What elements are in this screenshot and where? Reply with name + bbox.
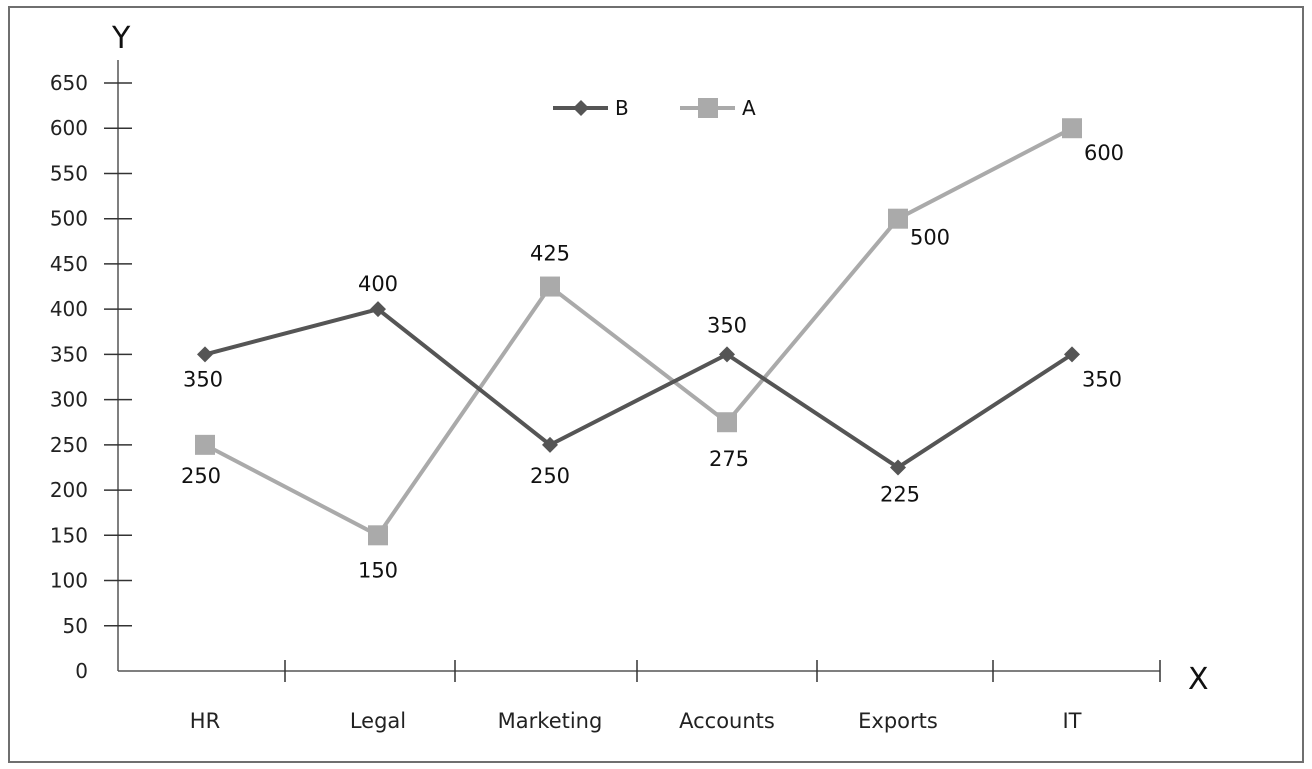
y-tick-label: 200 [50,478,88,502]
x-tick-label: Accounts [679,709,775,733]
data-point-A [1062,118,1082,139]
x-tick-label: Exports [858,709,938,733]
legend-label: B [615,96,629,120]
y-tick-label: 250 [50,433,88,457]
data-label-A: 500 [910,226,950,250]
data-label-B: 350 [183,367,223,391]
data-point-B [719,346,735,363]
y-tick-label: 300 [50,388,88,412]
data-point-B [1064,346,1080,363]
legend-label: A [742,96,756,120]
data-point-A [368,525,388,546]
data-label-A: 275 [709,447,749,471]
legend-marker-B [573,100,589,116]
data-point-A [540,276,560,297]
y-tick-label: 150 [50,523,88,547]
x-tick-label: IT [1062,709,1081,733]
data-point-B [197,346,213,363]
y-tick-label: 400 [50,297,88,321]
x-axis-title: X [1188,662,1209,697]
data-label-B: 350 [707,313,747,337]
series-layer: 250 150 425 275 500 600 350 400 250 350 225 350 [181,118,1124,582]
y-tick-label: 450 [50,252,88,276]
x-tick-label: Marketing [498,709,603,733]
y-tick-label: 350 [50,342,88,366]
x-tick-label: HR [190,709,220,733]
data-point-B [890,459,906,476]
data-point-A [195,434,215,455]
data-label-A: 600 [1084,141,1124,165]
y-tick-label: 50 [63,614,88,638]
series-line-B [204,307,1074,470]
legend-item-A: A [680,96,756,120]
series-A: 250 150 425 275 500 600 [181,118,1124,582]
y-tick-label: 500 [50,207,88,231]
data-point-B [370,301,386,318]
data-label-A: 425 [530,242,570,266]
legend-item-B: B [553,96,629,120]
y-tick-label: 0 [75,659,88,683]
y-tick-label: 650 [50,71,88,95]
series-B: 350 400 250 350 225 350 [183,272,1122,506]
data-point-A [888,208,908,229]
chart-frame [8,6,1304,763]
data-point-A [717,412,737,433]
y-tick-label: 100 [50,569,88,593]
axes: 0 50 100 150 200 250 300 350 400 450 500 550 600 650 H… [50,21,1209,733]
y-tick-label: 550 [50,161,88,185]
data-label-B: 400 [358,272,398,296]
data-label-B: 350 [1082,367,1122,391]
data-label-A: 250 [181,464,221,488]
data-label-B: 225 [880,482,920,506]
y-tick-label: 600 [50,116,88,140]
data-label-A: 150 [358,558,398,582]
data-point-B [542,436,558,453]
legend-marker-A [698,98,718,118]
data-label-B: 250 [530,464,570,488]
series-line-A [204,126,1073,538]
y-axis-title: Y [111,21,131,56]
x-tick-label: Legal [350,709,406,733]
